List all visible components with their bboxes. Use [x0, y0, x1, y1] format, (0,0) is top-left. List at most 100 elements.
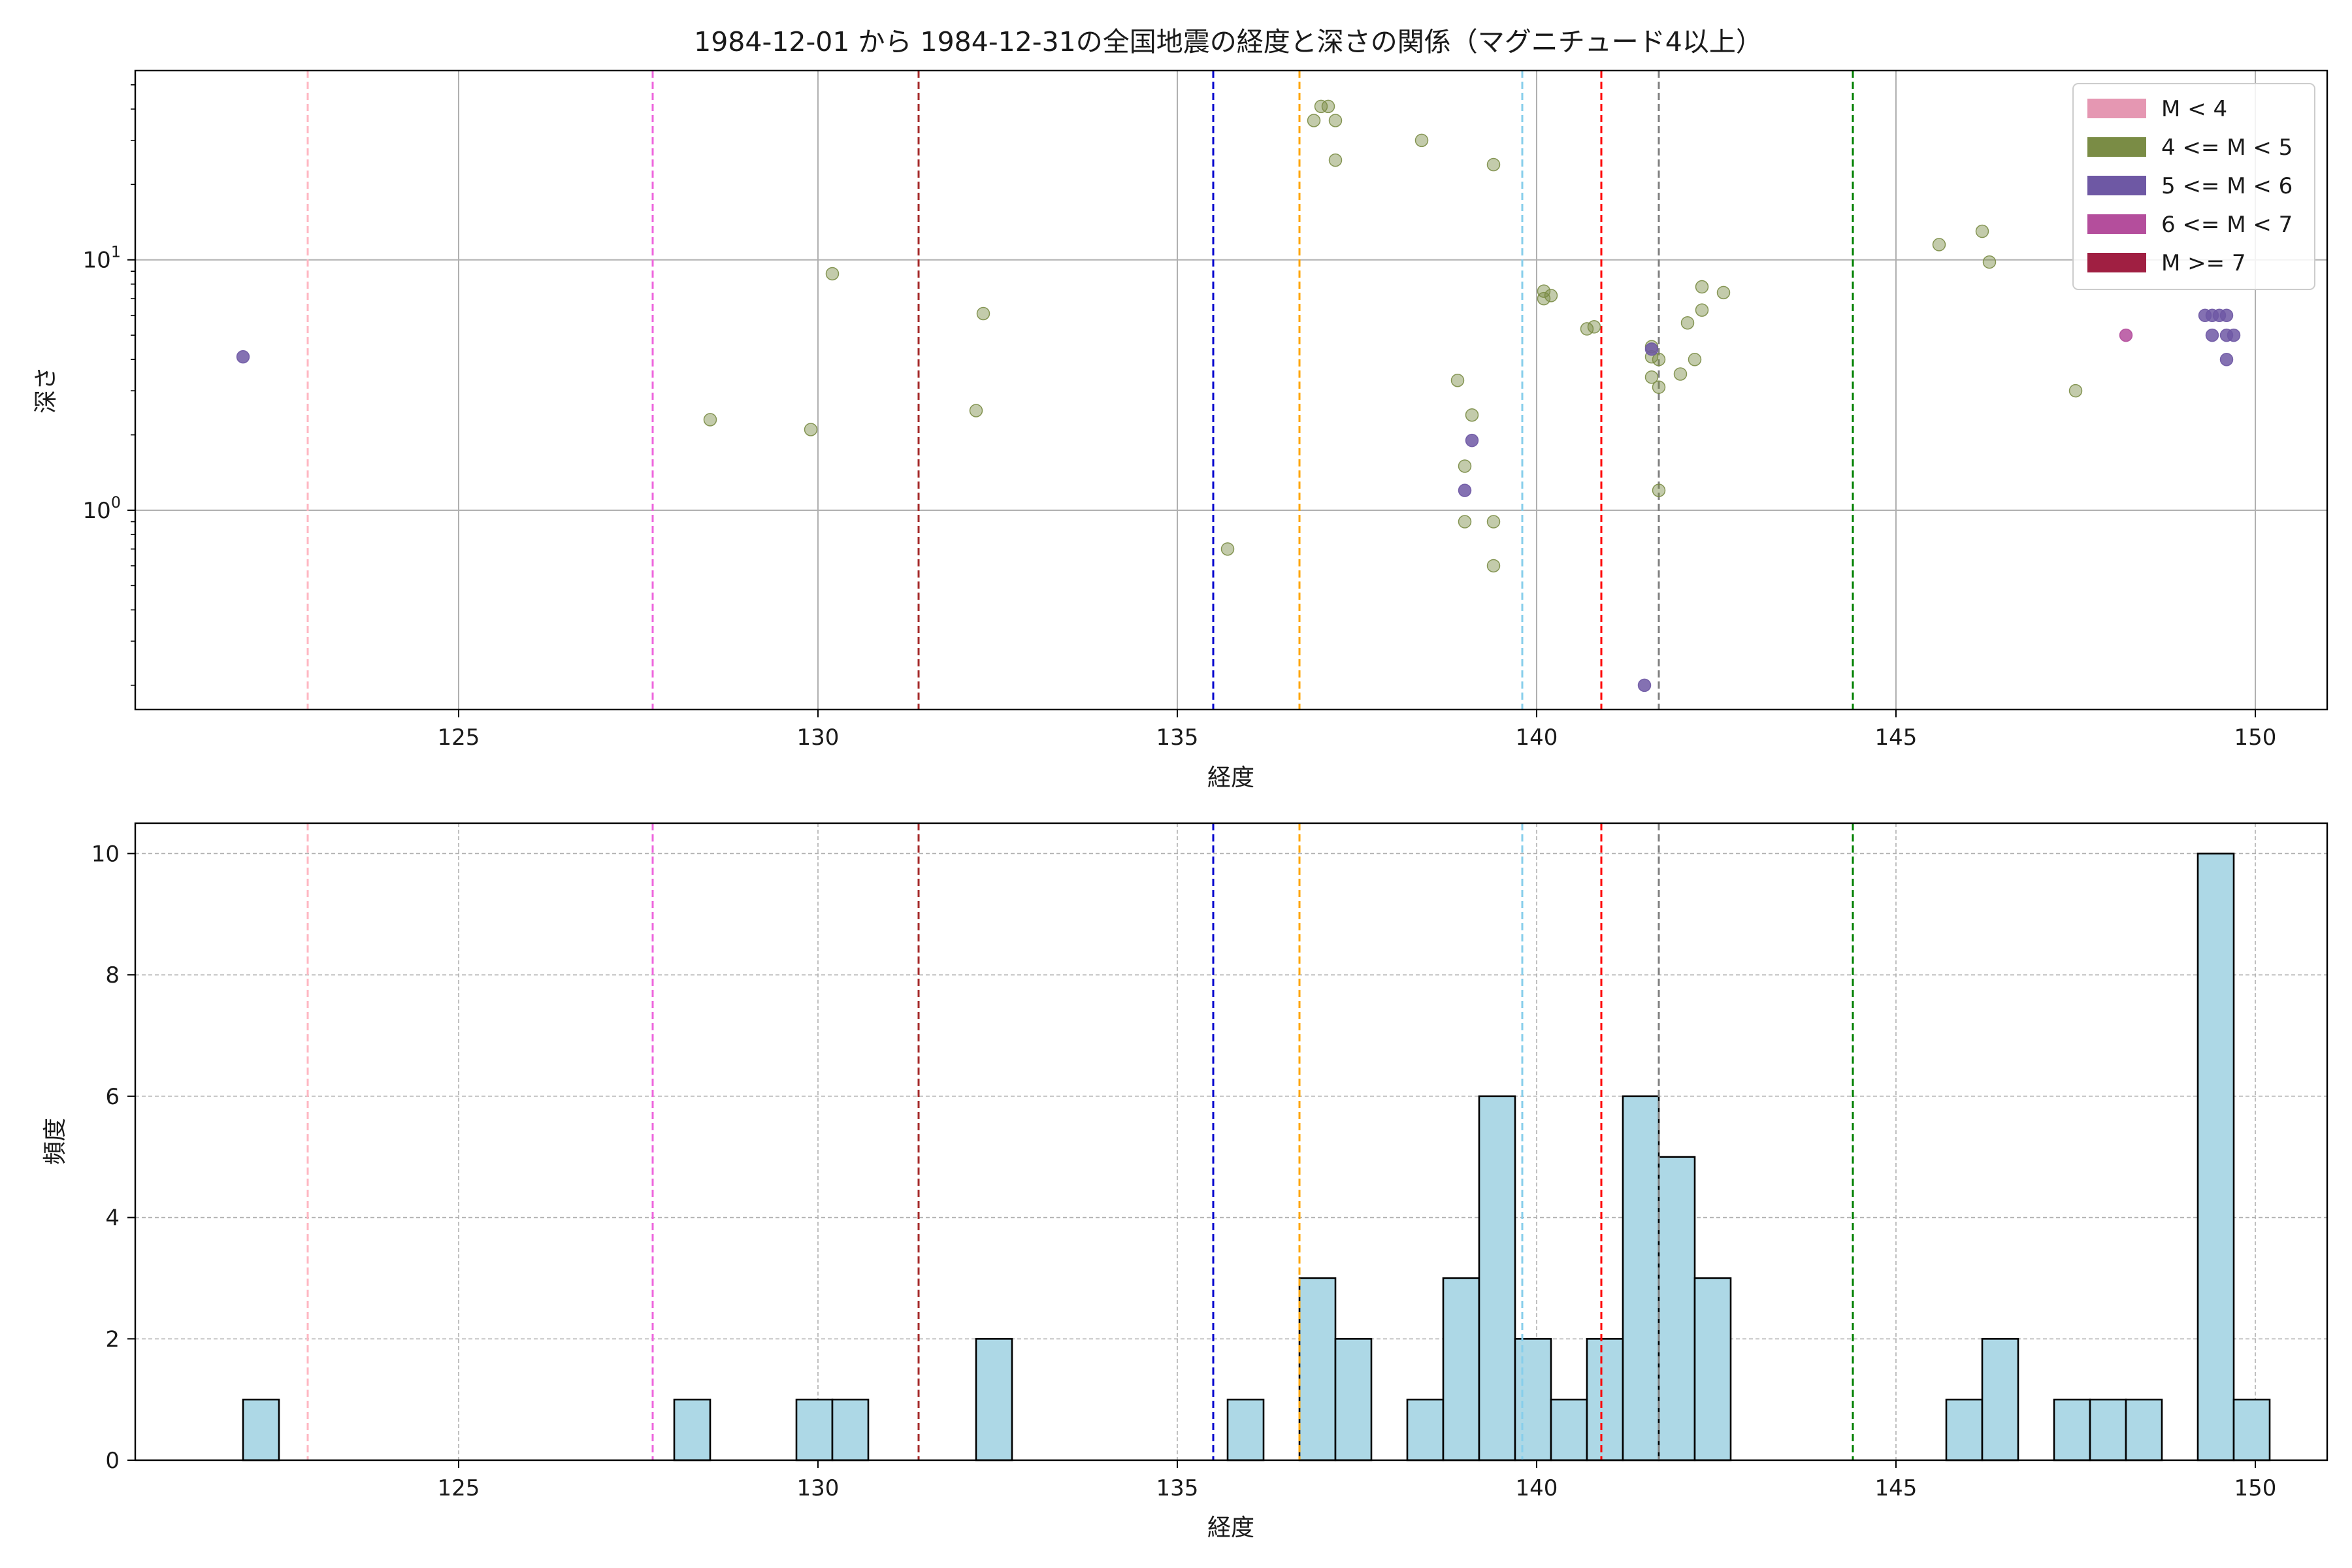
histogram-y-tick-label: 0: [105, 1448, 120, 1474]
histogram-bar: [1442, 1277, 1480, 1462]
scatter-point: [703, 413, 717, 427]
histogram-panel: 125 130 135 140 145 150 0 2 4 6 8 10 経度 頻度: [42, 822, 2328, 1541]
scatter-point: [2227, 328, 2241, 342]
scatter-point: [1465, 408, 1479, 422]
scatter-point: [1458, 515, 1472, 529]
histogram-y-tick-label: 10: [91, 841, 120, 867]
scatter-point: [1458, 459, 1472, 473]
scatter-point: [1637, 678, 1652, 693]
scatter-point: [1328, 114, 1343, 127]
scatter-point: [1537, 284, 1551, 298]
histogram-x-tick-label: 140: [1516, 1475, 1558, 1501]
legend-label: 4 <= M < 5: [2161, 135, 2293, 161]
legend-swatch: [2087, 253, 2146, 272]
scatter-point: [2119, 328, 2133, 342]
scatter-grid: [135, 71, 2327, 710]
scatter-x-ticks: 125 130 135 140 145 150: [438, 710, 2277, 751]
histogram-bar: [2197, 853, 2235, 1462]
legend-label: M >= 7: [2161, 250, 2246, 276]
scatter-x-label: 経度: [1207, 764, 1254, 791]
legend-swatch: [2087, 176, 2146, 195]
scatter-point: [1975, 224, 1989, 238]
histogram-x-tick-label: 145: [1875, 1475, 1918, 1501]
scatter-point: [1458, 483, 1472, 497]
scatter-point: [1695, 280, 1709, 294]
histogram-bar: [2089, 1398, 2127, 1462]
scatter-legend: M < 4 4 <= M < 5 5 <= M < 6 6 <= M < 7 M >= …: [2072, 83, 2315, 290]
scatter-points: [236, 99, 2241, 693]
scatter-point: [1688, 352, 1702, 367]
scatter-panel: 125 130 135 140 145 150 100 101 経度 深さ M < 4 4 <…: [33, 69, 2328, 791]
legend-swatch: [2087, 214, 2146, 234]
histogram-x-tick-label: 150: [2234, 1475, 2277, 1501]
histogram-reference-lines: [306, 823, 1854, 1460]
histogram-x-tick-label: 125: [438, 1475, 480, 1501]
scatter-point: [1465, 433, 1479, 448]
scatter-point: [1328, 153, 1343, 167]
histogram-x-ticks: 125 130 135 140 145 150: [438, 1460, 2277, 1501]
scatter-point: [1587, 320, 1601, 334]
scatter-point: [969, 404, 983, 417]
scatter-point: [1982, 255, 1997, 269]
scatter-x-tick-label: 150: [2234, 725, 2277, 751]
scatter-point: [1716, 286, 1731, 300]
histogram-y-ticks: 0 2 4 6 8 10: [91, 841, 135, 1474]
histogram-bar: [1298, 1277, 1337, 1462]
scatter-point: [1652, 352, 1666, 367]
scatter-point: [804, 423, 818, 436]
scatter-x-tick-label: 125: [438, 725, 480, 751]
scatter-reference-lines: [306, 71, 1854, 710]
scatter-point: [1695, 303, 1709, 317]
histogram-bar: [1658, 1156, 1696, 1462]
histogram-y-tick-label: 2: [105, 1326, 120, 1352]
histogram-x-label: 経度: [1207, 1514, 1254, 1541]
histogram-bar: [242, 1398, 280, 1462]
histogram-x-tick-label: 130: [797, 1475, 840, 1501]
histogram-y-tick-label: 4: [105, 1205, 120, 1232]
histogram-bars: [242, 853, 2271, 1462]
scatter-point: [1486, 515, 1501, 529]
histogram-bar: [1406, 1398, 1445, 1462]
scatter-point: [2205, 328, 2219, 342]
legend-box: [2072, 83, 2315, 290]
scatter-point: [236, 350, 250, 364]
histogram-bar: [673, 1398, 711, 1462]
histogram-x-tick-label: 135: [1156, 1475, 1199, 1501]
histogram-bar: [1514, 1337, 1552, 1462]
scatter-point: [2219, 308, 2234, 322]
histogram-bar: [2232, 1398, 2271, 1462]
histogram-bar: [2053, 1398, 2091, 1462]
histogram-bar: [795, 1398, 834, 1462]
histogram-y-tick-label: 6: [105, 1084, 120, 1110]
scatter-point: [1450, 373, 1465, 387]
histogram-y-label: 頻度: [42, 1118, 69, 1165]
scatter-x-tick-label: 130: [797, 725, 840, 751]
histogram-bar: [1334, 1337, 1373, 1462]
scatter-y-tick-label: 101: [82, 243, 121, 274]
legend-label: M < 4: [2161, 96, 2227, 122]
scatter-point: [1486, 559, 1501, 573]
scatter-point: [1652, 380, 1666, 394]
histogram-bar: [2125, 1398, 2163, 1462]
histogram-y-tick-label: 8: [105, 962, 120, 988]
scatter-point: [1414, 133, 1429, 148]
scatter-point: [1652, 483, 1666, 497]
scatter-y-label: 深さ: [33, 367, 59, 414]
histogram-axes-frame: [134, 822, 2328, 1462]
legend-swatch: [2087, 99, 2146, 118]
scatter-point: [1537, 291, 1551, 306]
histogram-bar: [831, 1398, 870, 1462]
histogram-bar: [1981, 1337, 2019, 1462]
scatter-y-tick-label: 100: [82, 493, 121, 524]
scatter-point: [1321, 99, 1335, 114]
histogram-bar: [975, 1337, 1013, 1462]
histogram-bar: [1550, 1398, 1588, 1462]
scatter-point: [1680, 316, 1695, 330]
legend-swatch: [2087, 137, 2146, 157]
scatter-x-tick-label: 135: [1156, 725, 1199, 751]
histogram-bar: [1478, 1095, 1516, 1462]
scatter-point: [2219, 352, 2234, 367]
scatter-point: [1486, 157, 1501, 172]
scatter-point: [1314, 99, 1328, 114]
